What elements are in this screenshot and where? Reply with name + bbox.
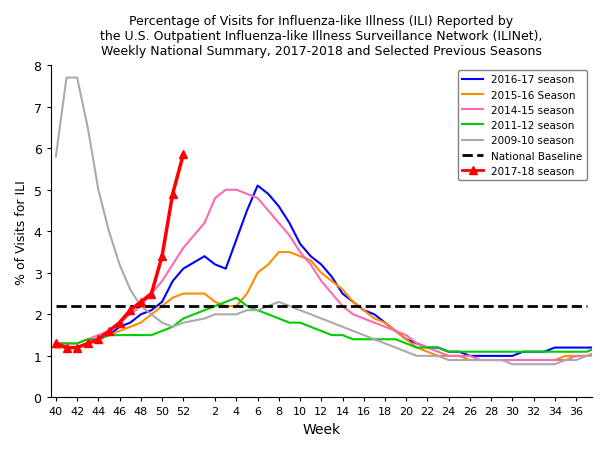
Y-axis label: % of Visits for ILI: % of Visits for ILI xyxy=(15,179,28,284)
X-axis label: Week: Week xyxy=(302,422,341,436)
Legend: 2016-17 season, 2015-16 Season, 2014-15 season, 2011-12 season, 2009-10 season, : 2016-17 season, 2015-16 Season, 2014-15 … xyxy=(458,71,587,180)
Title: Percentage of Visits for Influenza-like Illness (ILI) Reported by
the U.S. Outpa: Percentage of Visits for Influenza-like … xyxy=(100,15,543,58)
